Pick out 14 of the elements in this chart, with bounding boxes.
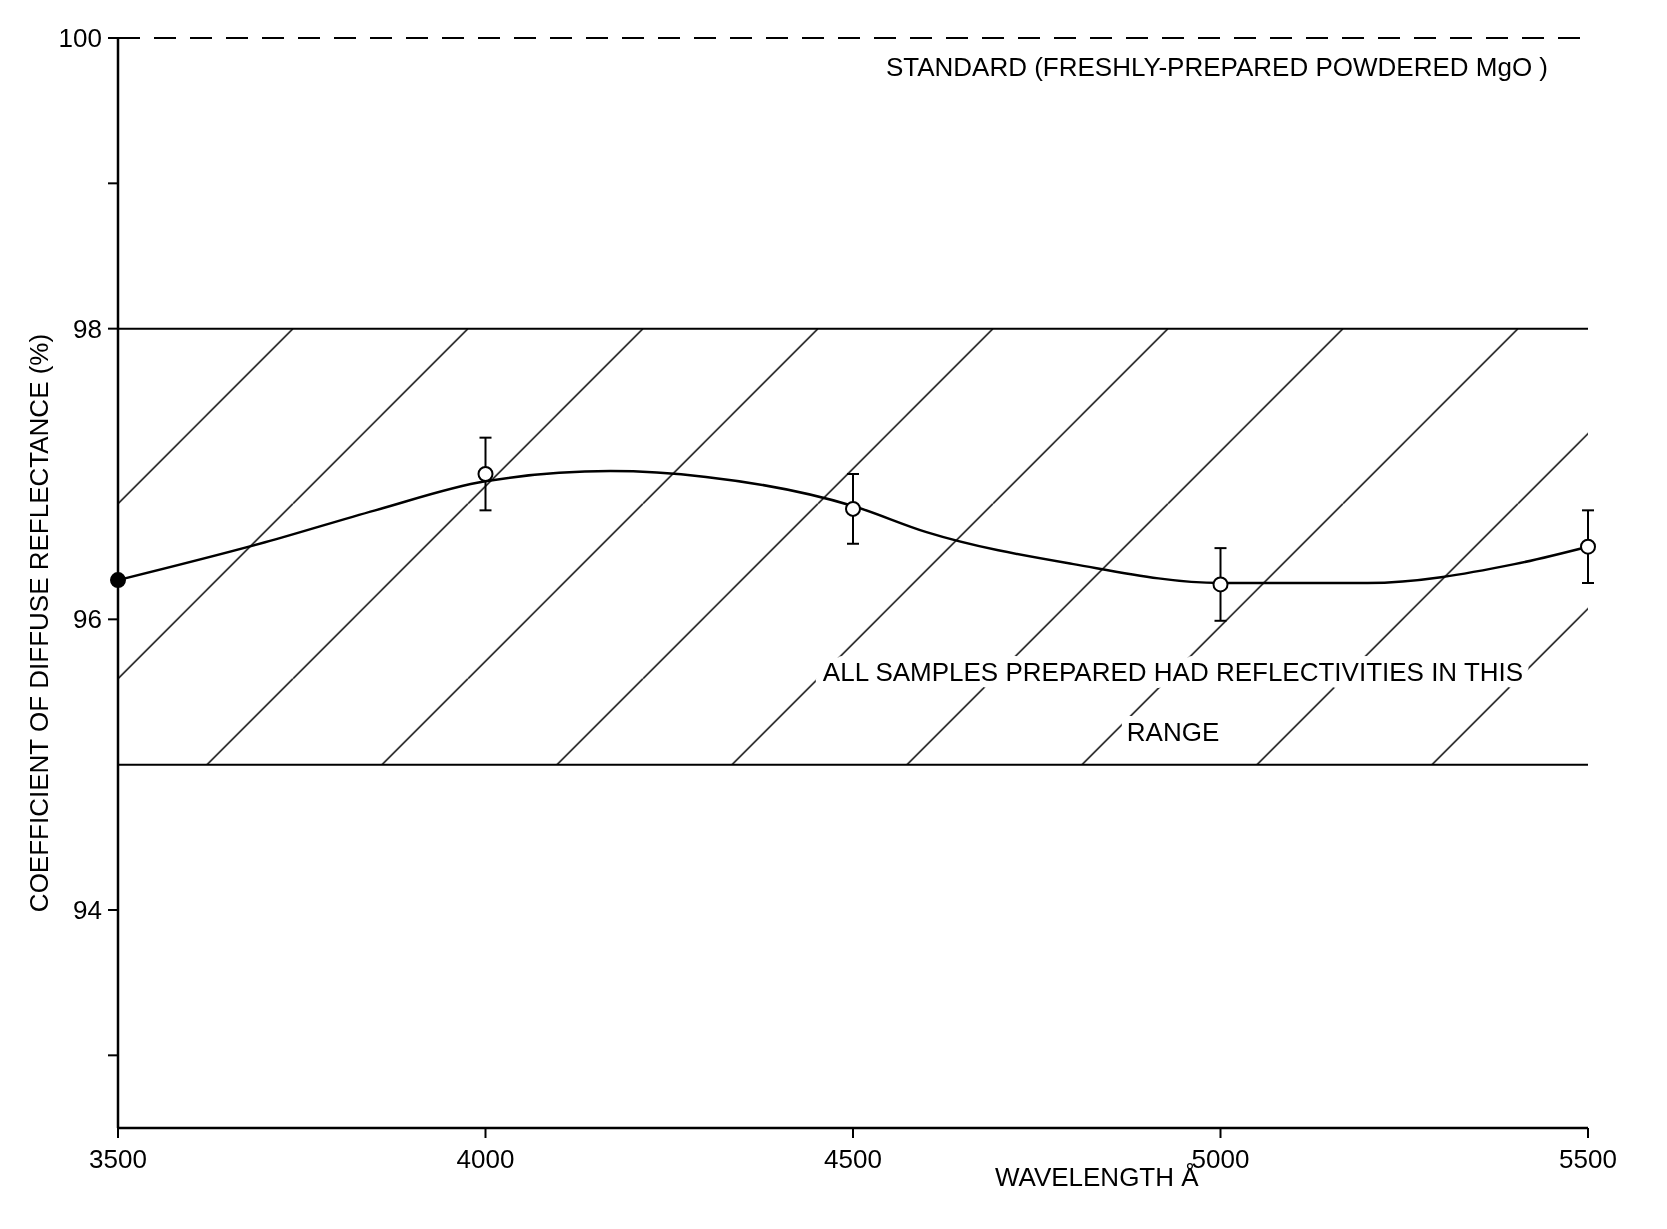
y-tick-label: 96: [73, 604, 102, 635]
x-tick-label: 4500: [824, 1144, 882, 1174]
point: [1212, 576, 1229, 593]
y-tick-label: 100: [58, 23, 102, 53]
point: [477, 466, 494, 482]
x-tick-label: 3500: [89, 1144, 147, 1174]
y-axis-title: COEFFICIENT OF DIFFUSE REFLECTANCE (%): [24, 333, 54, 913]
x-tick-label: 4000: [456, 1144, 515, 1174]
y-tick-label: 98: [73, 313, 102, 344]
point: [845, 500, 861, 517]
point: [1580, 538, 1596, 555]
ref-line-label: STANDARD (FRESHLY-PREPARED POWDERED MgO ): [885, 52, 1548, 82]
y-tick-label: 94: [73, 895, 102, 925]
x-tick-label: 5500: [1559, 1144, 1617, 1174]
